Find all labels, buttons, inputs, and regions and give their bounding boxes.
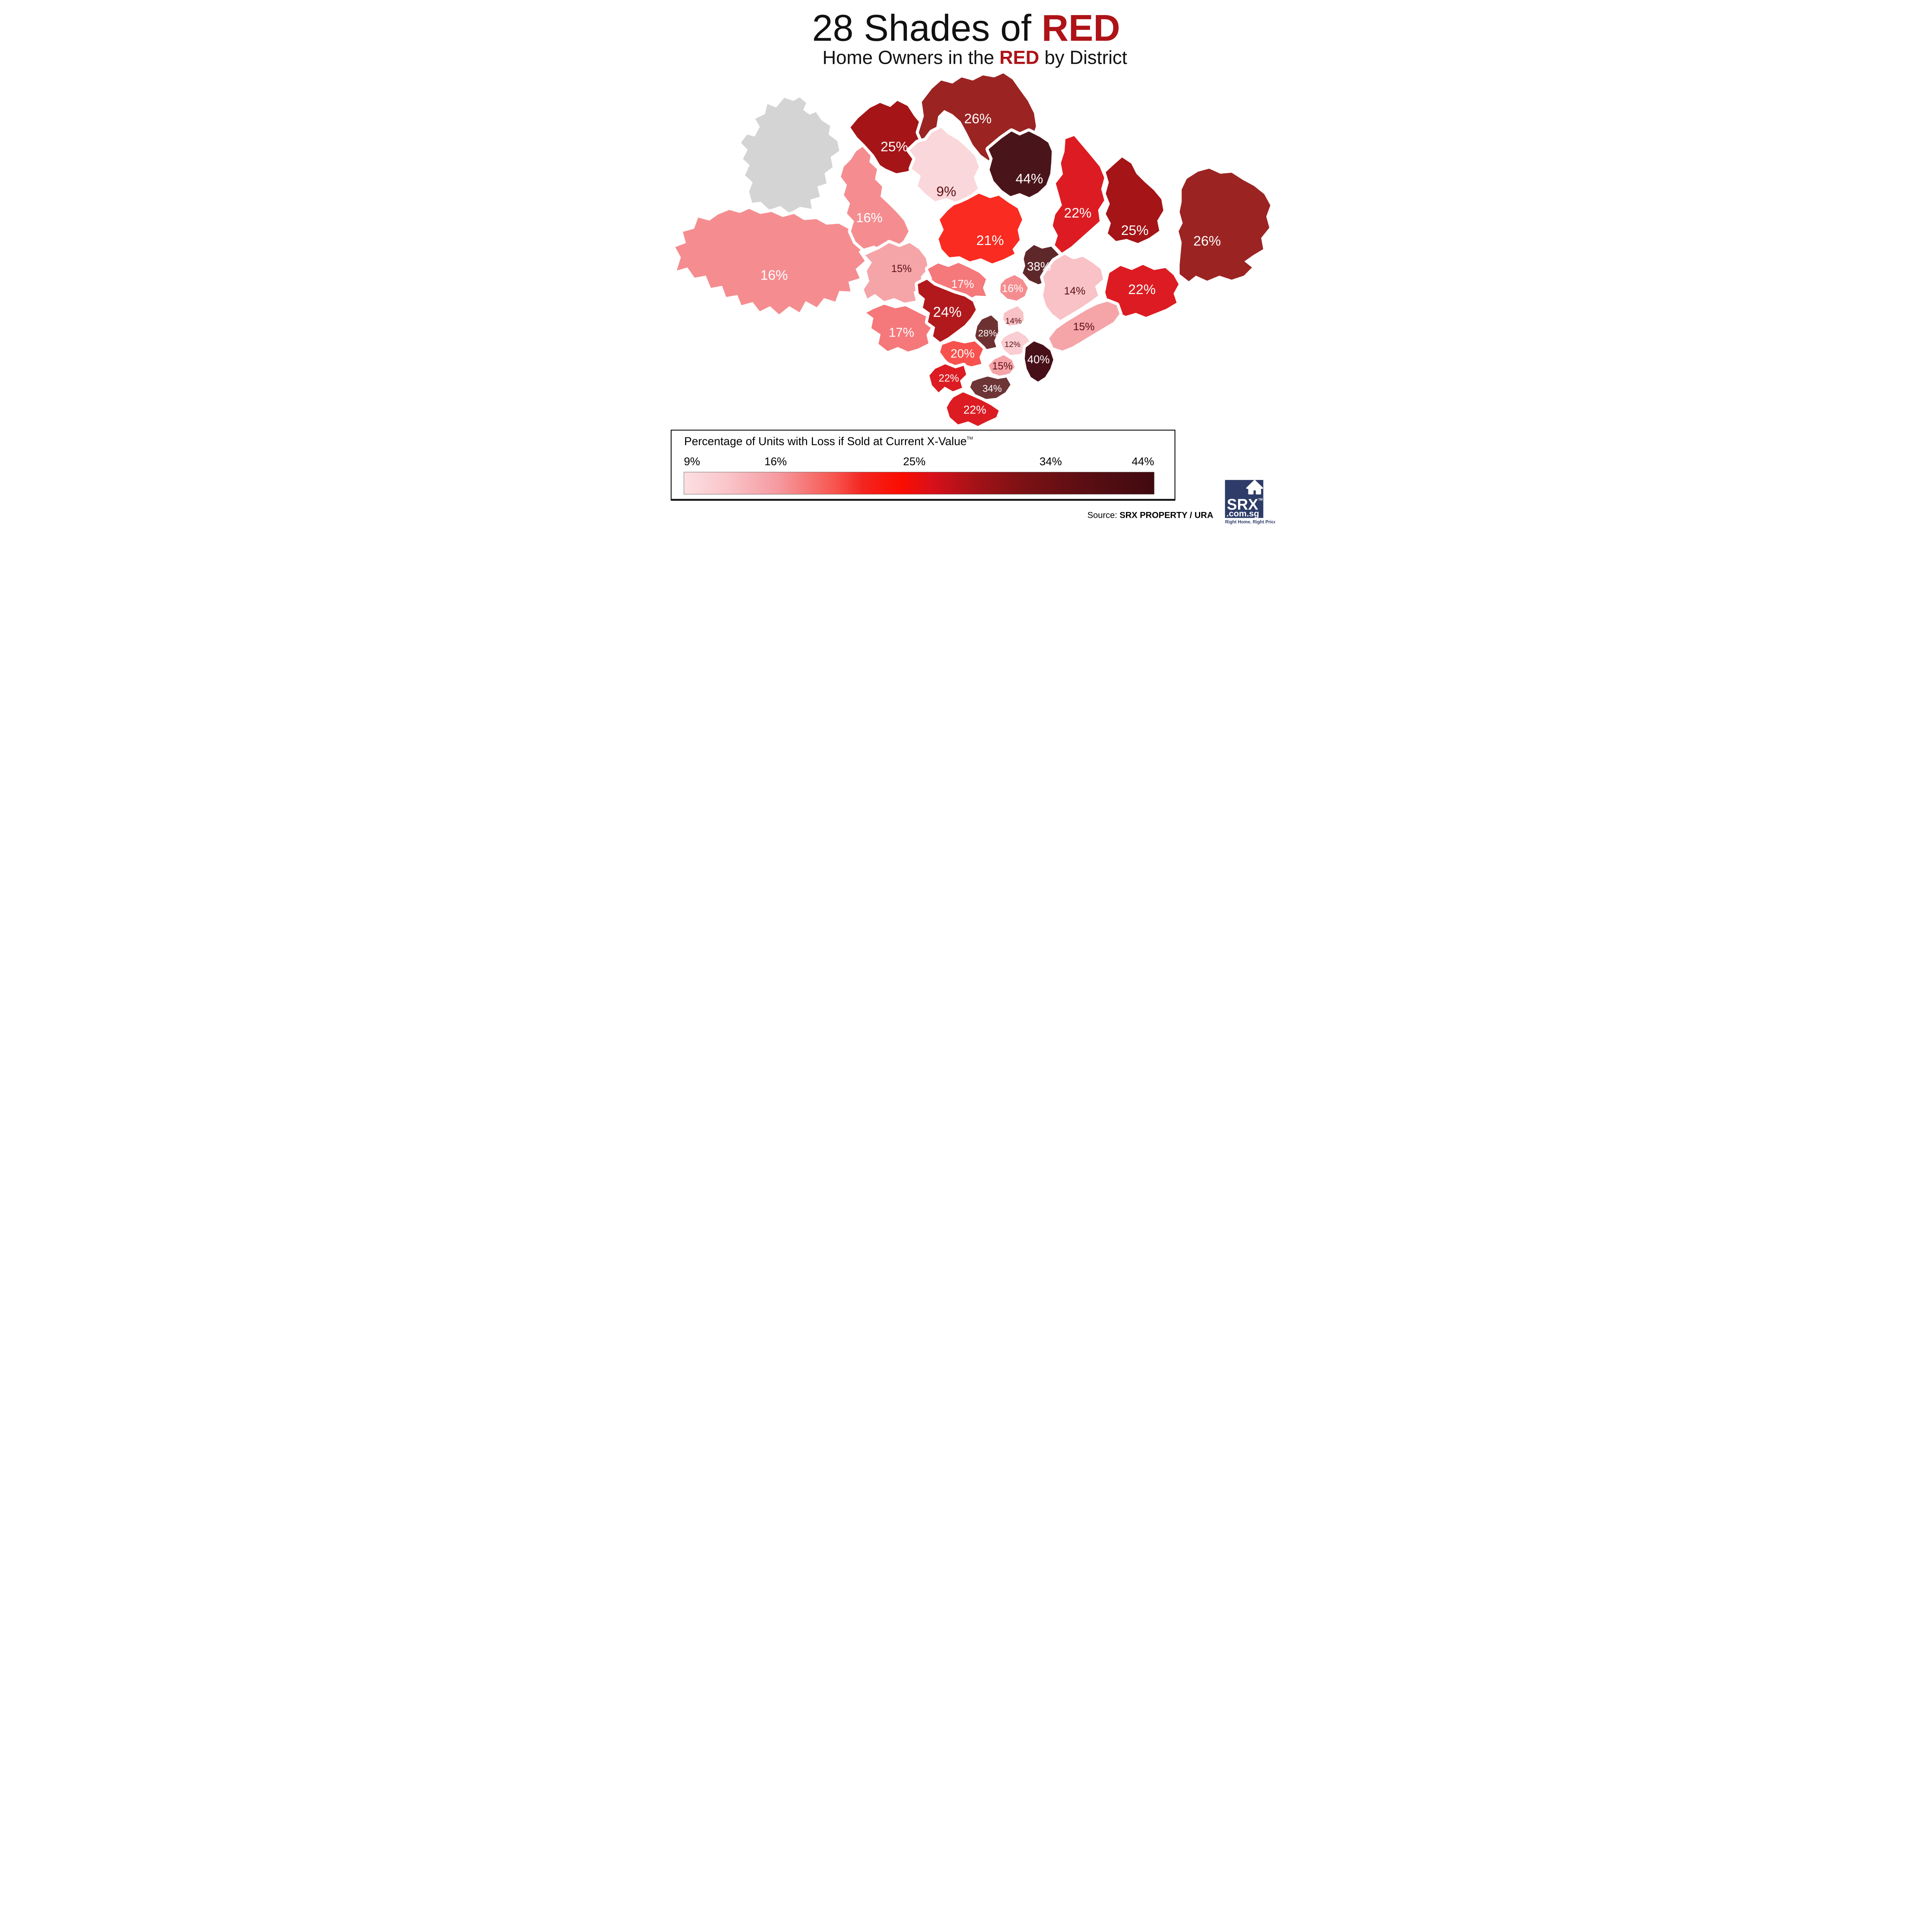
district-label: 22% [963,404,986,417]
district-label: 16% [760,267,788,283]
legend-title: Percentage of Units with Loss if Sold at… [684,435,973,448]
house-icon [1246,480,1263,495]
source-credit: Source: SRX PROPERTY / URA [1087,510,1213,520]
district-label: 15% [891,263,912,274]
legend-tick: 16% [764,456,787,468]
district-region-central-north-9 [906,125,982,206]
district-region-clementi-17 [863,301,935,355]
legend-gradient-bar [684,472,1155,495]
district-region-bedok-14 [1040,252,1106,323]
district-region-northeast-22 [1049,133,1107,256]
title-highlight: RED [1042,7,1120,49]
district-region-south-34 [967,373,1014,402]
district-label: 25% [881,139,908,155]
district-region-marina-40 [1022,338,1056,385]
district-label: 17% [951,278,974,291]
district-label: 38% [1027,260,1051,273]
district-region-west-16 [672,206,870,318]
district-label: 20% [951,347,975,361]
district-region-sentosa-22 [944,389,1002,429]
district-label: 25% [1121,223,1148,238]
district-label: 14% [1064,285,1085,297]
district-region-seletar-44 [985,128,1055,201]
district-label: 40% [1027,354,1050,366]
legend-box-bottom-border [671,499,1175,501]
page-subtitle: Home Owners in the RED by District [823,48,1128,68]
choropleth-map: 16% 16% 25% 26% 9% 44% 22% 25% 26% 22% 2… [672,70,1274,429]
district-label: 26% [1193,233,1221,249]
logo-brand: SRXTM [1227,496,1263,513]
district-label: 14% [1005,316,1022,325]
legend-tick: 44% [1132,456,1154,468]
district-region-city-28 [972,312,1002,352]
district-label: 24% [933,304,962,320]
srx-logo: SRXTM .com.sg Right Home. Right Price. [1225,480,1275,524]
logo-trademark: TM [1258,498,1263,501]
district-region-south-15 [985,352,1018,379]
district-region-toapayoh-16 [997,272,1031,304]
district-region-queenstown-20 [937,338,986,369]
district-label: 44% [1015,171,1043,187]
infographic: 28 Shades of RED Home Owners in the RED … [657,0,1275,528]
district-label: 15% [1073,320,1094,332]
district-region-telokblangah-22 [926,361,969,396]
district-label: 22% [1064,205,1092,221]
district-label: 22% [939,372,959,384]
district-label: 28% [978,328,997,338]
logo-tagline: Right Home. Right Price. [1225,519,1275,524]
district-region-east-25 [1102,154,1167,246]
district-label: 12% [1005,340,1020,349]
district-region-eastcoast-15 [1046,298,1123,354]
district-label: 15% [992,360,1013,372]
district-region-no-data [738,94,842,216]
trademark-superscript: TM [967,436,973,440]
district-region-bukittimah-15 [861,240,931,306]
district-label: 22% [1128,282,1156,297]
district-label: 9% [936,184,956,199]
page-title: 28 Shades of RED [812,7,1120,49]
logo-domain: .com.sg [1226,509,1259,519]
district-label: 26% [964,111,992,126]
legend-tick: 34% [1039,456,1062,468]
legend-tick: 9% [684,456,700,468]
district-labels: 16% 16% 25% 26% 9% 44% 22% 25% 26% 22% 2… [760,111,1221,417]
legend-tick: 25% [903,456,925,468]
district-region-orchard-24 [915,276,979,345]
subtitle-highlight: RED [1000,48,1039,68]
legend: Percentage of Units with Loss if Sold at… [670,429,1175,501]
district-label: 21% [976,233,1004,248]
district-label: 16% [856,211,883,225]
infographic-canvas: 28 Shades of RED Home Owners in the RED … [657,0,1275,528]
district-region-fareast-26 [1175,165,1274,284]
district-label: 34% [983,383,1002,394]
district-label: 17% [889,325,914,340]
legend-ticks: 9% 16% 25% 34% 44% [684,456,1154,468]
district-region-kallang-14 [1000,303,1027,329]
district-label: 16% [1002,282,1023,294]
district-region-central-21 [935,190,1026,267]
